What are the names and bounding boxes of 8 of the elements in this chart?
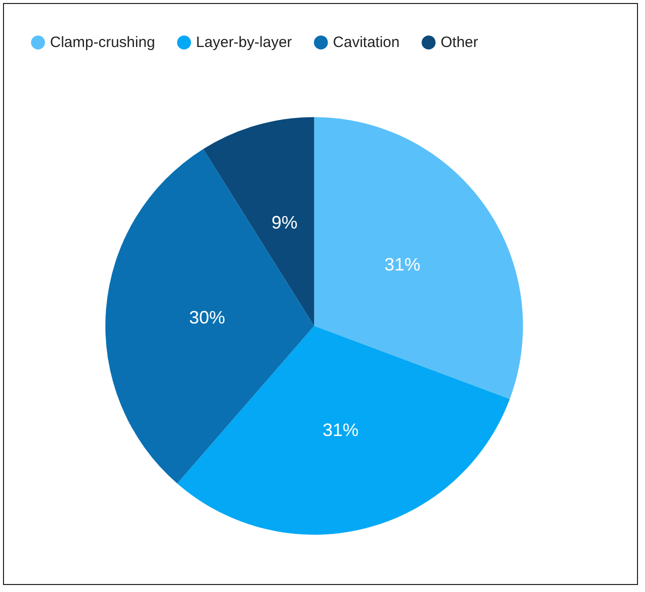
data-label: 9% — [271, 212, 298, 233]
legend-label: Cavitation — [332, 34, 400, 51]
data-label: 31% — [322, 420, 359, 440]
data-label: 30% — [189, 308, 226, 328]
legend-label: Other — [440, 34, 478, 51]
legend-label: Clamp-crushing — [50, 34, 156, 51]
data-label: 31% — [384, 254, 420, 275]
legend-label: Layer-by-layer — [196, 34, 292, 51]
